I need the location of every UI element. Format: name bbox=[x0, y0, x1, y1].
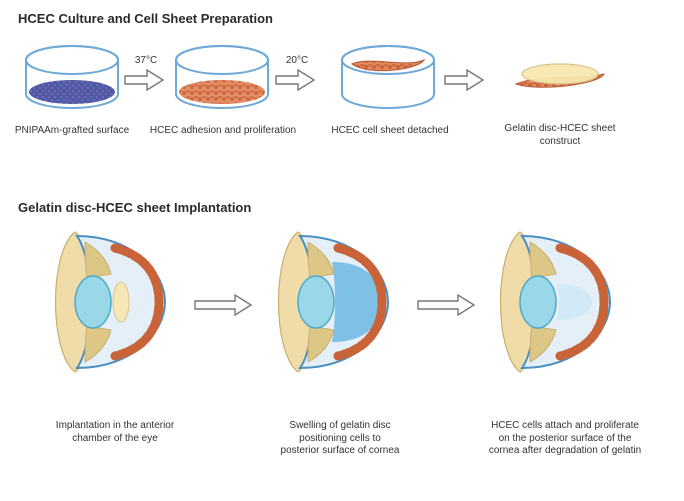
arrow-1 bbox=[125, 70, 163, 90]
step2-dish bbox=[176, 46, 268, 108]
arrow2-label: 20°C bbox=[282, 55, 312, 66]
arrow1-label: 37°C bbox=[131, 55, 161, 66]
eye1-l2: chamber of the eye bbox=[72, 433, 158, 444]
section2-title: Gelatin disc-HCEC sheet Implantation bbox=[18, 200, 251, 215]
arrow-eye-2 bbox=[418, 295, 474, 315]
eye3-l2: on the posterior surface of the bbox=[499, 433, 632, 444]
step4-caption-l1: Gelatin disc-HCEC sheet bbox=[504, 123, 615, 134]
step4-caption-l2: construct bbox=[540, 136, 581, 147]
arrow-3 bbox=[445, 70, 483, 90]
implant-row bbox=[0, 220, 684, 430]
eye3-caption: HCEC cells attach and proliferate on the… bbox=[470, 420, 660, 458]
section1-title: HCEC Culture and Cell Sheet Preparation bbox=[18, 11, 273, 26]
arrow-2 bbox=[276, 70, 314, 90]
eye2-l2: positioning cells to bbox=[299, 433, 381, 444]
step1-caption: PNIPAAm-grafted surface bbox=[12, 125, 132, 138]
eye2-caption: Swelling of gelatin disc positioning cel… bbox=[260, 420, 420, 458]
step2-caption: HCEC adhesion and proliferation bbox=[148, 125, 298, 138]
eye2-l1: Swelling of gelatin disc bbox=[289, 420, 390, 431]
eye1-l1: Implantation in the anterior bbox=[56, 420, 174, 431]
step4-construct bbox=[516, 64, 604, 87]
eye3-l1: HCEC cells attach and proliferate bbox=[491, 420, 639, 431]
step1-dish bbox=[26, 46, 118, 108]
step3-dish bbox=[342, 46, 434, 108]
step3-caption: HCEC cell sheet detached bbox=[320, 125, 460, 138]
arrow-eye-1 bbox=[195, 295, 251, 315]
step4-caption: Gelatin disc-HCEC sheet construct bbox=[495, 123, 625, 148]
eye2-l3: posterior surface of cornea bbox=[281, 445, 400, 456]
eye-1 bbox=[56, 232, 166, 372]
eye3-l3: cornea after degradation of gelatin bbox=[489, 445, 641, 456]
eye-3 bbox=[501, 232, 611, 372]
eye1-caption: Implantation in the anterior chamber of … bbox=[40, 420, 190, 445]
eye-2 bbox=[279, 232, 389, 372]
